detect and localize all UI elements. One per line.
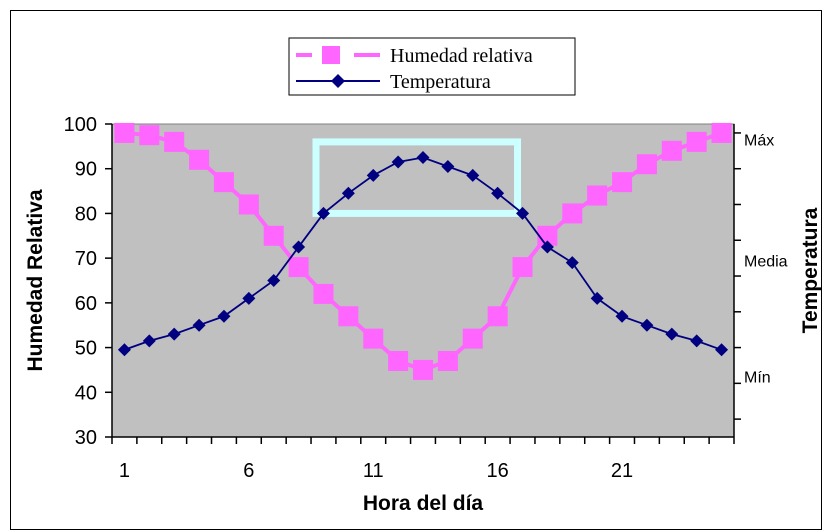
humedad-point	[114, 122, 135, 143]
y-tick-label: 50	[75, 338, 97, 360]
humedad-point	[512, 257, 533, 278]
y-tick-label: 40	[75, 382, 97, 404]
temperatura-point	[292, 240, 306, 254]
x-tick-label: 21	[611, 460, 633, 482]
humedad-point	[363, 328, 384, 349]
x-axis-title: Hora del día	[363, 492, 484, 515]
temperatura-point	[665, 327, 679, 341]
temperatura-point	[167, 327, 181, 341]
humedad-point	[562, 203, 583, 224]
humedad-point	[388, 350, 409, 371]
humedad-point	[462, 328, 483, 349]
humedad-point	[338, 306, 359, 327]
legend-label: Humedad relativa	[390, 45, 533, 67]
y2-axis-title: Temperatura	[799, 207, 822, 333]
temperatura-point	[615, 309, 629, 323]
y-tick-label: 60	[75, 293, 97, 315]
humedad-point	[413, 359, 433, 380]
temperatura-point	[715, 343, 729, 357]
temperatura-point	[540, 240, 554, 254]
y-tick-label: 80	[75, 203, 97, 225]
temperatura-point	[690, 334, 704, 348]
highlight-box	[312, 138, 522, 217]
y-axis-title: Humedad Relativa	[24, 189, 47, 371]
temperatura-point	[242, 291, 256, 305]
temperatura-point	[516, 206, 530, 220]
humedad-point	[487, 306, 508, 327]
x-tick-label: 1	[119, 460, 130, 482]
humedad-point	[612, 172, 633, 193]
temperatura-point	[640, 318, 654, 332]
temperatura-point	[441, 159, 455, 173]
temperatura-point	[491, 186, 505, 200]
temperatura-point	[267, 274, 281, 287]
humedad-point	[711, 122, 732, 143]
legend-label: Temperatura	[390, 71, 491, 93]
humedad-point	[164, 131, 185, 152]
humedad-point	[213, 172, 234, 193]
temperatura-point	[142, 334, 156, 348]
humedad-point	[661, 140, 682, 161]
temperatura-point	[391, 155, 405, 169]
temperatura-point	[416, 151, 430, 165]
x-tick-label: 6	[243, 460, 254, 482]
temperatura-point	[217, 309, 231, 323]
temperatura-point	[590, 291, 604, 305]
temperatura-point	[316, 206, 330, 220]
x-tick-label: 11	[363, 460, 384, 482]
y-tick-label: 100	[64, 114, 97, 136]
y-tick-label: 30	[75, 427, 97, 449]
humedad-point	[238, 194, 259, 215]
humedad-point	[437, 350, 458, 371]
temperatura-point	[366, 168, 380, 182]
legend-marker-square	[322, 46, 340, 64]
temperatura-point	[466, 168, 480, 182]
legend-marker-diamond	[331, 74, 345, 88]
humedad-point	[139, 125, 160, 146]
humedad-point	[288, 257, 309, 278]
y2-tick-label: Mín	[744, 370, 771, 387]
legend: Humedad relativa Temperatura	[288, 37, 576, 96]
humedad-point	[686, 131, 707, 152]
humedad-point	[189, 149, 210, 170]
y2-tick-label: Media	[744, 253, 788, 270]
humedad-point	[587, 185, 608, 206]
temperatura-point	[565, 256, 579, 270]
y-tick-label: 90	[75, 159, 97, 181]
y-tick-label: 70	[75, 248, 97, 270]
humedad-point	[636, 154, 657, 175]
x-tick-label: 16	[487, 460, 509, 482]
humedad-point	[313, 283, 334, 304]
humedad-point	[263, 225, 284, 246]
temperatura-point	[117, 343, 131, 357]
y2-tick-label: Máx	[744, 133, 774, 150]
temperatura-point	[192, 318, 206, 332]
temperatura-point	[341, 186, 355, 200]
